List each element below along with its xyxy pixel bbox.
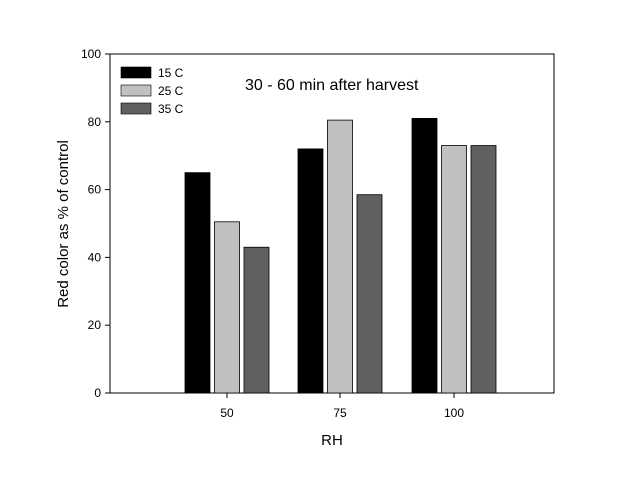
bar-25-c-rh-75 [327, 119, 353, 394]
y-tick-label: 40 [88, 250, 102, 264]
y-tick-label: 100 [81, 47, 101, 61]
legend-label: 35 C [158, 102, 184, 116]
legend-label: 25 C [158, 84, 184, 98]
x-axis: 50 75 100 [220, 393, 464, 420]
legend-swatch [120, 84, 152, 97]
bar-15-c-rh-100 [411, 118, 438, 394]
y-tick-label: 20 [88, 318, 102, 332]
y-axis-label: Red color as % of control [55, 140, 72, 308]
bar-25-c-rh-100 [441, 145, 467, 394]
y-axis: 0 20 40 60 80 100 [81, 47, 110, 400]
legend: 15 C 25 C 35 C [120, 66, 184, 116]
x-tick-label: 50 [220, 406, 234, 420]
legend-swatch [120, 66, 152, 79]
x-tick-label: 100 [444, 406, 464, 420]
y-tick-label: 0 [94, 386, 101, 400]
bar-15-c-rh-75 [297, 148, 324, 394]
bar-25-c-rh-50 [214, 221, 240, 394]
bar-35-c-rh-100 [470, 145, 497, 394]
x-axis-label: RH [321, 432, 343, 449]
bars [184, 118, 497, 394]
bar-35-c-rh-50 [243, 246, 270, 394]
y-tick-label: 60 [88, 183, 102, 197]
legend-label: 15 C [158, 66, 184, 80]
chart-annotation: 30 - 60 min after harvest [245, 77, 419, 94]
bar-15-c-rh-50 [184, 172, 211, 394]
bar-35-c-rh-75 [356, 194, 383, 394]
y-tick-label: 80 [88, 115, 102, 129]
x-tick-label: 75 [333, 406, 347, 420]
legend-swatch [120, 102, 152, 115]
